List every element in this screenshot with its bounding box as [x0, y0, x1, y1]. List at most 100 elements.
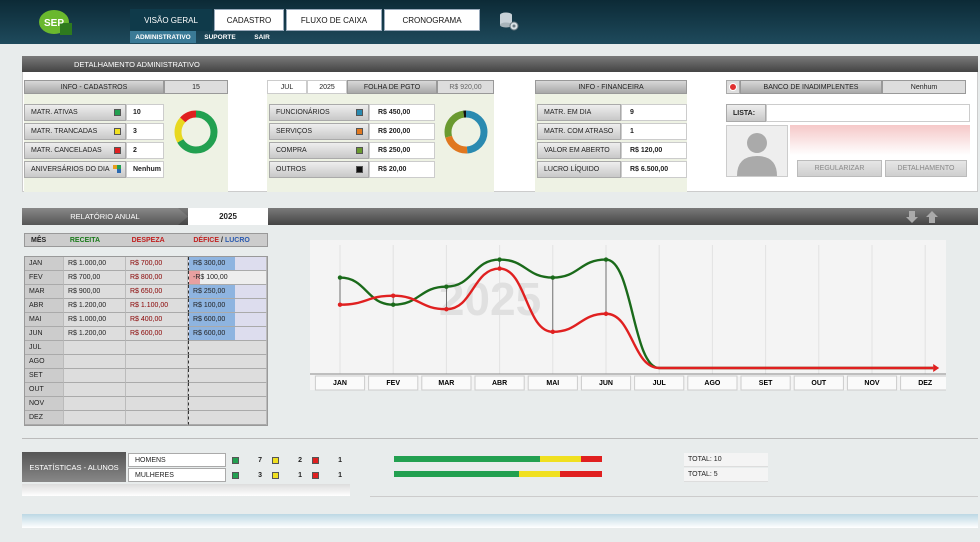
lista-input[interactable] — [766, 104, 970, 122]
stats-count: 1 — [338, 456, 342, 464]
cell-mes: OUT — [25, 383, 64, 397]
cell-lucro — [188, 397, 267, 411]
cadastros-row-label: MATR. CANCELADAS — [24, 142, 126, 159]
cell-receita: R$ 900,00 — [64, 285, 126, 299]
financeira-row-label: LUCRO LÍQUIDO — [537, 161, 621, 178]
chart-data-point — [603, 257, 609, 262]
inadimplentes-status: Nenhum — [882, 80, 966, 94]
stats-color-icon — [272, 457, 279, 464]
chart-category-box — [580, 375, 632, 391]
chart-category-label: AGO — [704, 380, 721, 387]
table-row: JUL — [25, 341, 267, 355]
cell-receita — [64, 411, 126, 425]
folha-row-label: OUTROS — [269, 161, 369, 178]
table-row: FEV R$ 700,00 R$ 800,00 -R$ 100,00 — [25, 271, 267, 285]
chart-plot-area — [310, 240, 946, 390]
cell-mes: AGO — [25, 355, 64, 369]
header-lucro: LUCRO — [224, 236, 250, 244]
tab-cronograma[interactable]: CRONOGRAMA — [384, 9, 480, 31]
tab-fluxo-de-caixa[interactable]: FLUXO DE CAIXA — [286, 9, 382, 31]
stats-color-icon — [232, 457, 239, 464]
cell-receita: R$ 1.000,00 — [64, 313, 126, 327]
chart-category-label: FEV — [386, 380, 400, 387]
tab-visao-geral[interactable]: VISÃO GERAL — [130, 9, 212, 31]
folha-row-value: R$ 450,00 — [369, 104, 435, 121]
detalhamento-button[interactable]: DETALHAMENTO — [885, 160, 967, 177]
annual-line-chart: 2025 JAN FEV MAR ABR MAI JUN JUL AGO SET OUT NOV DEZ — [310, 240, 979, 430]
cell-mes: NOV — [25, 397, 64, 411]
chart-category-label: OUT — [811, 380, 827, 387]
chart-category-label: JAN — [333, 380, 347, 387]
cell-receita: R$ 700,00 — [64, 271, 126, 285]
annual-table-header: MÊS RECEITA DESPEZA DÉFICE / LUCRO — [24, 233, 268, 247]
arrow-up-icon[interactable] — [926, 211, 938, 223]
arrow-down-icon[interactable] — [906, 211, 918, 223]
cell-despesa: R$ 400,00 — [126, 313, 188, 327]
financeira-row-value: 1 — [621, 123, 687, 140]
subtab-sair[interactable]: SAIR — [254, 33, 270, 41]
chart-category-label: ABR — [492, 380, 507, 387]
stats-progress-bar — [394, 456, 602, 462]
chart-data-point — [603, 311, 609, 316]
folha-row-value: R$ 250,00 — [369, 142, 435, 159]
table-row: DEZ — [25, 411, 267, 425]
cell-mes: ABR — [25, 299, 64, 313]
stats-color-icon — [312, 472, 319, 479]
cell-mes: MAR — [25, 285, 64, 299]
status-color-icon — [114, 128, 121, 135]
table-row: JAN R$ 1.000,00 R$ 700,00 R$ 300,00 — [25, 257, 267, 271]
tab-cadastro[interactable]: CADASTRO — [214, 9, 284, 31]
lista-label: LISTA: — [726, 104, 766, 122]
chart-category-box — [740, 375, 791, 391]
cell-mes: SET — [25, 369, 64, 383]
stats-color-icon — [312, 457, 319, 464]
folha-row-label: FUNCIONÁRIOS — [269, 104, 369, 121]
annual-year-selector[interactable]: 2025 — [188, 208, 268, 225]
header-despesa: DESPEZA — [131, 236, 165, 244]
stats-total: TOTAL: 5 — [684, 468, 768, 482]
cadastros-row-value: Nenhum — [126, 161, 164, 178]
cadastros-row-value: 2 — [126, 142, 164, 159]
regularizar-button[interactable]: REGULARIZAR — [797, 160, 882, 177]
chart-category-box — [368, 375, 419, 391]
cell-receita — [64, 369, 126, 383]
cell-lucro: R$ 100,00 — [188, 299, 267, 313]
chart-category-label: JUN — [599, 380, 613, 387]
cadastros-count: 15 — [164, 80, 228, 94]
chart-watermark: 2025 — [439, 273, 541, 325]
header-receita: RECEITA — [69, 236, 101, 244]
cell-mes: JUN — [25, 327, 64, 341]
table-row: JUN R$ 1.200,00 R$ 600,00 R$ 600,00 — [25, 327, 267, 341]
chart-data-point — [444, 307, 449, 312]
status-color-icon — [114, 109, 121, 116]
subtab-suporte[interactable]: SUPORTE — [204, 33, 236, 41]
stats-title: ESTATÍSTICAS - ALUNOS — [22, 452, 126, 482]
table-row: ABR R$ 1.200,00 R$ 1.100,00 R$ 100,00 — [25, 299, 267, 313]
chart-data-point — [444, 284, 449, 289]
subtab-administrativo[interactable]: ADMINISTRATIVO — [130, 31, 196, 43]
table-row: AGO — [25, 355, 267, 369]
header-deficit: DÉFICE — [193, 236, 220, 244]
inadimplentes-list-area — [790, 125, 970, 155]
cell-receita: R$ 1.200,00 — [64, 327, 126, 341]
cell-receita — [64, 341, 126, 355]
chart-data-point — [391, 302, 396, 307]
folha-color-icon — [356, 128, 363, 135]
cell-mes: DEZ — [25, 411, 64, 425]
stats-progress-bar — [394, 471, 602, 477]
chart-data-point — [337, 302, 343, 307]
cell-receita — [64, 397, 126, 411]
table-row: MAI R$ 1.000,00 R$ 400,00 R$ 600,00 — [25, 313, 267, 327]
folha-row-label: SERVIÇOS — [269, 123, 369, 140]
cadastros-row-label: ANIVERSÁRIOS DO DIA — [24, 161, 126, 178]
folha-month[interactable]: JUL — [267, 80, 307, 94]
database-settings-icon[interactable] — [498, 11, 520, 31]
detail-panel-title: DETALHAMENTO ADMINISTRATIVO — [22, 56, 978, 72]
folha-year[interactable]: 2025 — [307, 80, 347, 94]
cell-receita: R$ 1.200,00 — [64, 299, 126, 313]
folha-total: R$ 920,00 — [437, 80, 494, 94]
chart-category-label: SET — [759, 380, 773, 387]
folha-color-icon — [356, 166, 363, 173]
chart-category-box — [687, 375, 738, 391]
chart-category-box — [527, 375, 578, 391]
